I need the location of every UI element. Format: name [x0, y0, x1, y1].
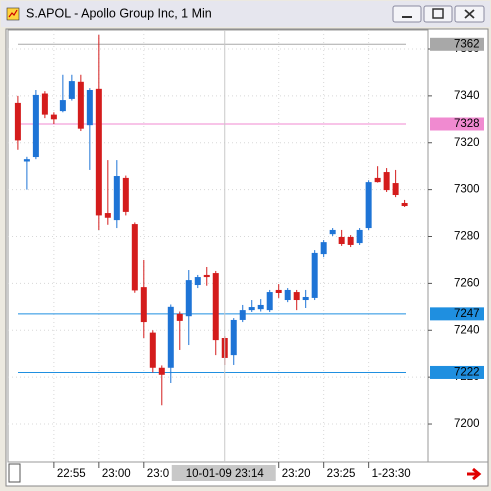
- candle-body: [113, 176, 120, 221]
- y-tick-label: 7280: [454, 231, 480, 243]
- price-label: 7222: [454, 366, 480, 378]
- candle-body: [320, 242, 327, 255]
- candle-body: [365, 182, 372, 229]
- x-tick-label: 1-23:30: [372, 468, 411, 480]
- window-title: S.APOL - Apollo Group Inc, 1 Min: [26, 6, 212, 20]
- price-label: 7362: [454, 38, 480, 50]
- candle-body: [68, 81, 75, 99]
- candle-body: [347, 236, 354, 245]
- candle-body: [203, 274, 210, 278]
- candle-body: [23, 159, 30, 162]
- candle-body: [257, 304, 264, 310]
- candle-body: [356, 229, 363, 244]
- candle-body: [149, 332, 156, 368]
- candle-body: [185, 280, 192, 317]
- price-label-box: [430, 307, 484, 321]
- price-label-box: [430, 365, 484, 379]
- chart-layer: 72007220724072607280730073207340736022:5…: [8, 30, 484, 481]
- candle-body: [392, 183, 399, 196]
- price-label: 7328: [454, 118, 480, 130]
- candle-body: [32, 94, 39, 158]
- minimize-button[interactable]: [392, 5, 422, 23]
- candle-body: [338, 236, 345, 245]
- candle-body: [140, 287, 147, 323]
- candle-body: [302, 296, 309, 301]
- candle-body: [50, 114, 57, 120]
- candle-body: [284, 289, 291, 301]
- candle-body: [266, 292, 273, 311]
- x-tick-label: 23:00: [102, 468, 131, 480]
- y-tick-label: 7340: [454, 90, 480, 102]
- y-tick-label: 7320: [454, 137, 480, 149]
- candle-body: [311, 252, 318, 298]
- candle-body: [95, 88, 102, 216]
- candle-body: [275, 289, 282, 293]
- x-tick-label: 22:55: [57, 468, 86, 480]
- candle-body: [194, 277, 201, 286]
- candle-body: [239, 310, 246, 320]
- candle-body: [248, 307, 255, 311]
- candle-body: [401, 202, 408, 207]
- scroll-arrow[interactable]: [467, 467, 482, 481]
- candle-body: [374, 177, 381, 183]
- candle-body: [293, 292, 300, 301]
- candle-body: [230, 319, 237, 356]
- crosshair-label-box: [171, 465, 276, 481]
- candle-body: [77, 81, 84, 129]
- crosshair-label: 10-01-09 23:14: [186, 468, 265, 480]
- candle-body: [329, 229, 336, 235]
- candle-body: [167, 306, 174, 368]
- candle-body: [122, 177, 129, 212]
- x-tick-label: 23:20: [282, 468, 311, 480]
- candle-body: [86, 90, 93, 126]
- candle-body: [131, 224, 138, 291]
- candle-body: [176, 313, 183, 321]
- y-tick-label: 7240: [454, 324, 480, 336]
- minimize-glyph: [402, 16, 412, 18]
- price-label: 7247: [454, 308, 480, 320]
- x-tick-label: 23:0: [147, 468, 169, 480]
- maximize-button[interactable]: [423, 5, 453, 23]
- price-label-box: [430, 37, 484, 51]
- icon-glyph: [8, 9, 18, 18]
- candle-body: [14, 102, 21, 141]
- maximize-glyph: [432, 8, 444, 19]
- candle-body: [212, 273, 219, 341]
- x-tick-label: 23:25: [327, 468, 356, 480]
- y-tick-label: 7300: [454, 184, 480, 196]
- candle-body: [41, 93, 48, 115]
- candle-body: [158, 367, 165, 375]
- candle-body: [383, 172, 390, 191]
- window-buttons[interactable]: [392, 5, 485, 23]
- close-glyph: [464, 9, 475, 19]
- y-tick-label: 7200: [454, 418, 480, 430]
- scroll-box[interactable]: [8, 463, 21, 483]
- candle-body: [104, 213, 111, 218]
- y-tick-label: 7260: [454, 277, 480, 289]
- price-label-box: [430, 117, 484, 131]
- candle-body: [59, 100, 66, 112]
